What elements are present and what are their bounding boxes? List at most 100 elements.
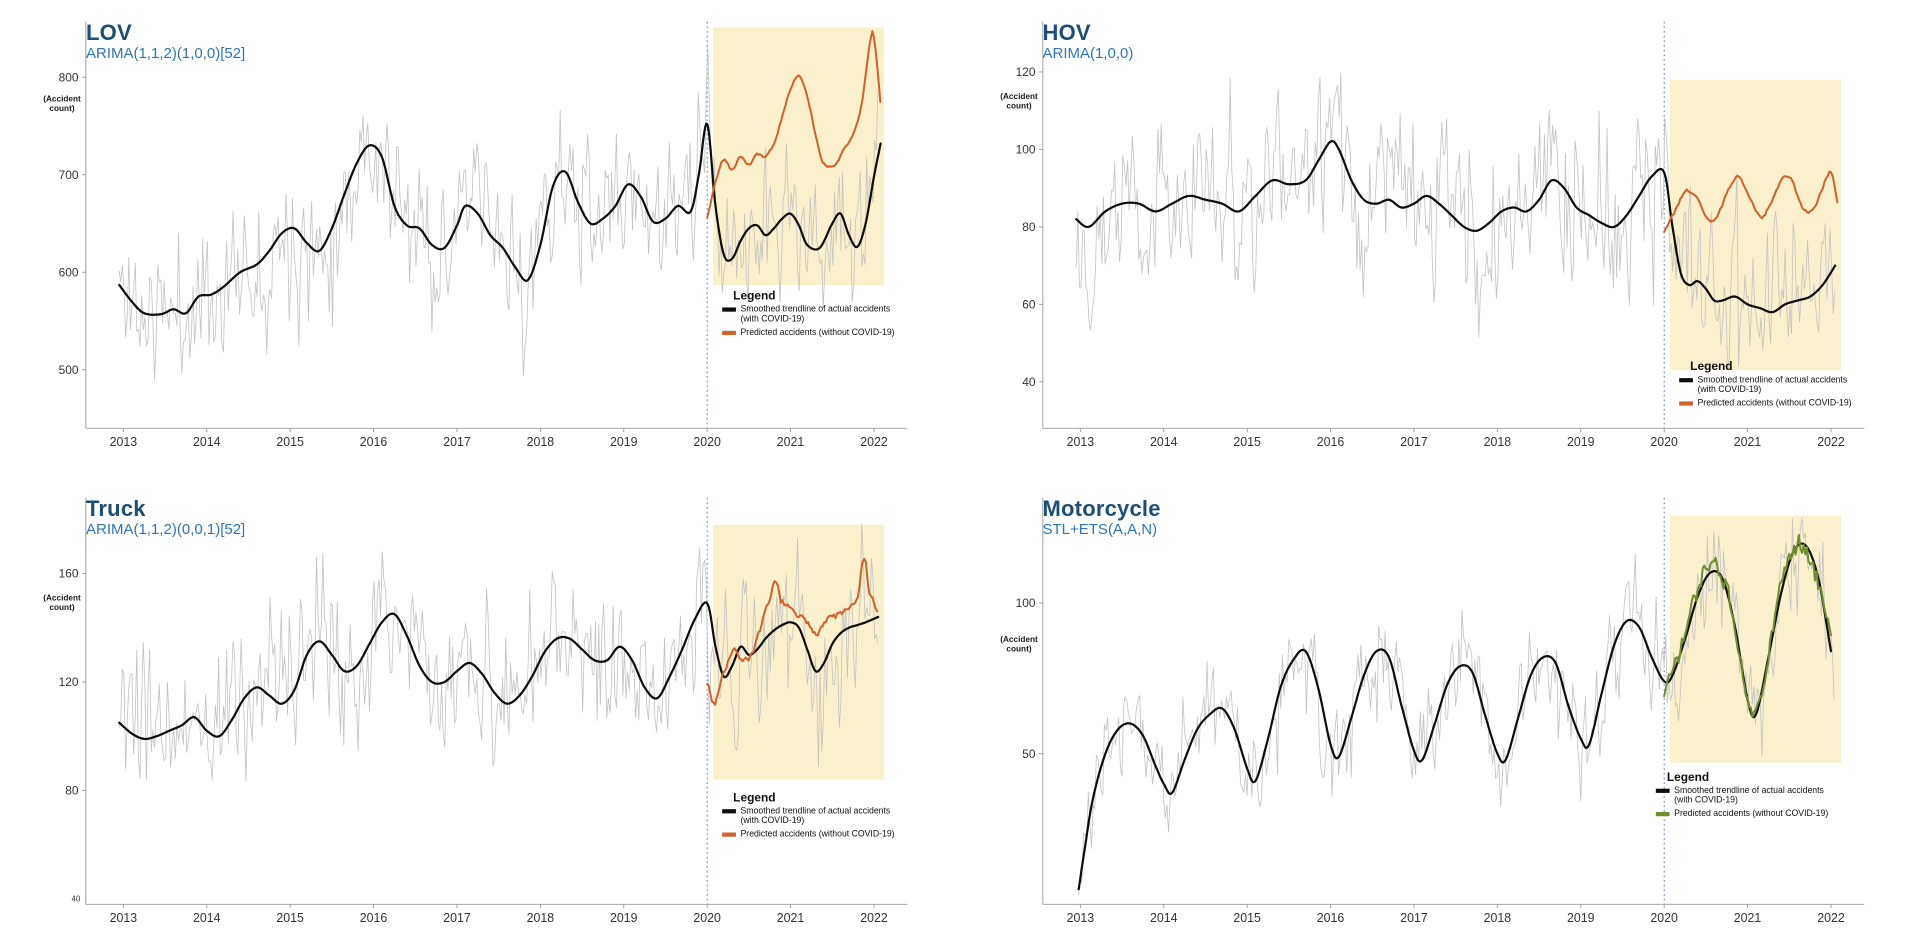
legend-swatch <box>1655 788 1670 793</box>
x-tick-label: 2022 <box>1817 435 1845 449</box>
legend-swatch <box>722 307 736 312</box>
legend-entry-label: Smoothed trendline of actual accidents <box>741 304 891 314</box>
x-tick-label: 2015 <box>276 435 304 449</box>
x-tick-label: 2019 <box>1567 435 1595 449</box>
legend-swatch <box>1655 812 1670 817</box>
truck-chart-plot: 2013 2014 2015 2016 2017 2018 2019 2020 2021 2022… <box>43 497 908 925</box>
y-axis-unit-label-line: count) <box>49 103 74 113</box>
x-tick-label: 2016 <box>1316 911 1344 925</box>
x-tick-label: 2016 <box>360 435 388 449</box>
forecast-highlight-region <box>1669 515 1841 763</box>
chart-model-label: ARIMA(1,0,0) <box>1042 45 1134 63</box>
legend-entry-label: Predicted accidents (without COVID-19) <box>741 829 895 839</box>
chart-model-label: ARIMA(1,1,2)(0,0,1)[52] <box>86 521 246 539</box>
x-tick-label: 2016 <box>1316 435 1344 449</box>
y-tick-label: 120 <box>1015 65 1035 79</box>
legend-entry-label: (with COVID-19) <box>741 313 805 323</box>
prediction-line <box>1662 170 1838 233</box>
x-tick-label: 2017 <box>1400 435 1428 449</box>
axes: 2013 2014 2015 2016 2017 2018 2019 2020 2021 2022… <box>1015 21 1864 449</box>
prediction-line <box>706 557 879 706</box>
legend-swatch <box>1678 378 1693 383</box>
x-tick-label: 2021 <box>777 435 805 449</box>
y-tick-label-small: 40 <box>72 895 81 904</box>
x-tick-label: 2015 <box>276 911 304 925</box>
y-tick-label: 700 <box>59 168 79 182</box>
hov-chart-plot: 2013 2014 2015 2016 2017 2018 2019 2020 2021 2022… <box>1000 21 1864 449</box>
x-tick-label: 2019 <box>610 435 638 449</box>
x-tick-label: 2021 <box>1733 911 1761 925</box>
x-tick-label: 2018 <box>527 911 555 925</box>
chart-header: Motorcycle STL+ETS(A,A,N) <box>1043 497 1161 538</box>
x-tick-label: 2018 <box>1483 911 1511 925</box>
x-tick-label: 2022 <box>1817 911 1845 925</box>
x-tick-label: 2022 <box>860 435 888 449</box>
y-tick-label: 800 <box>59 70 79 84</box>
y-tick-label: 100 <box>1015 596 1035 610</box>
legend-title: Legend <box>1690 359 1732 373</box>
y-axis-unit-label-line: (Accident <box>1000 91 1038 101</box>
y-axis-unit-label-line: count) <box>1006 100 1031 110</box>
x-tick-label: 2015 <box>1233 911 1261 925</box>
axes: 2013 2014 2015 2016 2017 2018 2019 2020 2021 2022… <box>59 21 908 449</box>
prediction-line <box>1662 533 1832 718</box>
legend-entry-label: (with COVID-19) <box>1697 384 1761 394</box>
forecast-highlight-region <box>1669 79 1841 371</box>
x-tick-label: 2013 <box>110 435 138 449</box>
x-tick-label: 2019 <box>610 911 638 925</box>
x-tick-label: 2013 <box>1066 435 1094 449</box>
motorcycle-chart-plot: 2013 2014 2015 2016 2017 2018 2019 2020 2021 2022… <box>1000 497 1864 925</box>
raw-accidents-line <box>1077 517 1834 896</box>
y-tick-label: 80 <box>1022 220 1036 234</box>
raw-accidents-line <box>1075 72 1835 370</box>
x-tick-label: 2021 <box>777 911 805 925</box>
y-axis-unit-label-line: (Accident <box>1000 634 1038 644</box>
chart-title: Motorcycle <box>1042 496 1161 521</box>
y-tick-label: 600 <box>59 265 79 279</box>
x-tick-label: 2015 <box>1233 435 1261 449</box>
x-tick-label: 2013 <box>1066 911 1094 925</box>
x-tick-label: 2016 <box>360 911 388 925</box>
raw-accidents-line <box>118 523 879 782</box>
y-tick-label: 60 <box>1022 297 1036 311</box>
x-tick-label: 2020 <box>1650 911 1678 925</box>
chart-title: LOV <box>86 20 132 45</box>
legend-entry-label: Smoothed trendline of actual accidents <box>1697 374 1847 384</box>
x-tick-label: 2014 <box>193 911 221 925</box>
chart-panel-hov: HOV ARIMA(1,0,0) 2013 2014 2015 2016 2017 201… <box>997 16 1874 460</box>
legend-entry-label: Smoothed trendline of actual accidents <box>1674 785 1824 795</box>
x-tick-label: 2014 <box>193 435 221 449</box>
legend-entry-label: Predicted accidents (without COVID-19) <box>1674 808 1828 818</box>
legend-title: Legend <box>1666 770 1708 784</box>
legend-swatch <box>722 330 736 335</box>
chart-panel-motorcycle: Motorcycle STL+ETS(A,A,N) 2013 2014 2015 20… <box>997 492 1874 936</box>
forecast-highlight-region <box>713 524 885 780</box>
axes: 2013 2014 2015 2016 2017 2018 2019 2020 2021 2022… <box>1015 497 1864 925</box>
legend: Legend Smoothed trendline of actual accid… <box>722 288 895 337</box>
chart-model-label: STL+ETS(A,A,N) <box>1042 521 1158 539</box>
x-tick-label: 2022 <box>860 911 888 925</box>
legend-swatch <box>722 809 736 814</box>
legend-entry-label: (with COVID-19) <box>1674 795 1738 805</box>
trend-line <box>118 601 880 741</box>
x-tick-label: 2017 <box>1400 911 1428 925</box>
chart-header: HOV ARIMA(1,0,0) <box>1043 21 1134 62</box>
y-tick-label: 120 <box>59 675 79 689</box>
y-tick-label: 80 <box>65 784 79 798</box>
x-tick-label: 2021 <box>1733 435 1761 449</box>
y-tick-label: 160 <box>59 567 79 581</box>
legend-title: Legend <box>733 288 775 302</box>
x-tick-label: 2020 <box>693 911 721 925</box>
x-tick-label: 2019 <box>1567 911 1595 925</box>
lov-chart-plot: 2013 2014 2015 2016 2017 2018 2019 2020 2021 2022… <box>43 21 908 449</box>
x-tick-label: 2013 <box>110 911 138 925</box>
x-tick-label: 2018 <box>1483 435 1511 449</box>
y-axis-unit-label-line: count) <box>49 602 74 612</box>
chart-header: Truck ARIMA(1,1,2)(0,0,1)[52] <box>86 497 245 538</box>
y-tick-label: 100 <box>1015 143 1035 157</box>
